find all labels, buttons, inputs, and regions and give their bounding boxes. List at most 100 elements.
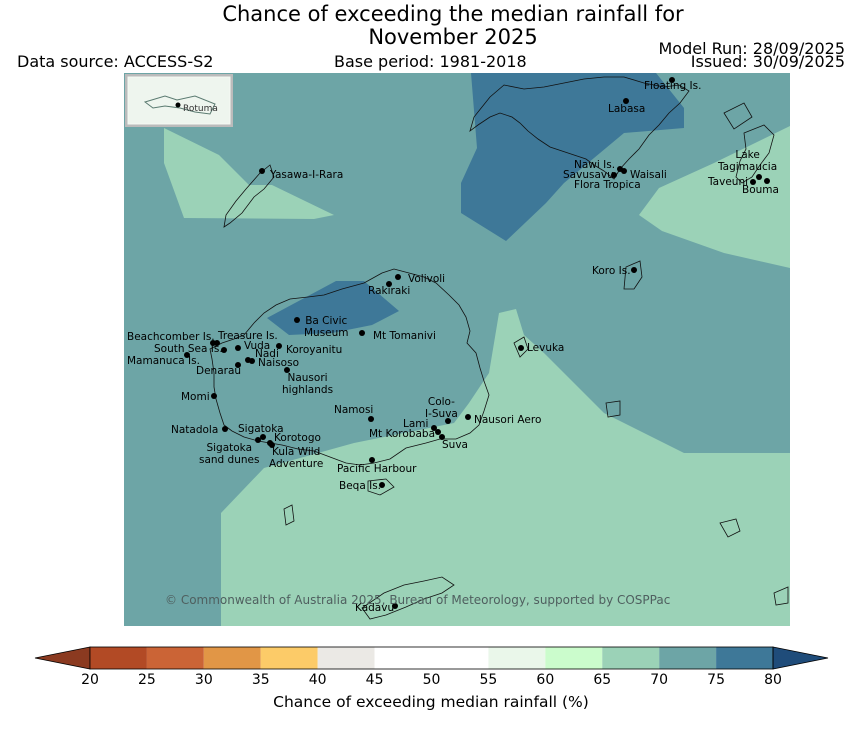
marker-mamanuca-is: [184, 352, 190, 358]
region-65-70-northwest: [164, 128, 334, 219]
eastern-island-coast: [723, 102, 753, 130]
label-koro-is: Koro Is.: [592, 265, 631, 277]
issued-label: Issued: 30/09/2025: [690, 52, 845, 71]
marker-floating-is: [669, 77, 675, 83]
label-south-sea-is: South Sea Is.: [154, 343, 223, 355]
marker-bouma: [764, 178, 770, 184]
label-kula-wild-adventure: Kula Wild Adventure: [269, 446, 324, 470]
colorbar-bin-35-40: [260, 647, 318, 669]
lau-islet-coast: [773, 586, 789, 606]
label-rakiraki: Rakiraki: [368, 285, 411, 297]
label-pacific-harbour: Pacific Harbour: [337, 463, 417, 475]
marker-beqa-is: [379, 482, 385, 488]
colorbar-tick-label: 70: [650, 672, 669, 688]
marker-denarau: [235, 362, 241, 368]
ovalau-coast: [513, 336, 529, 358]
label-momi: Momi: [181, 391, 210, 403]
vanua-levu-coast: [469, 76, 690, 180]
marker-labasa: [623, 98, 629, 104]
rotuma-inset: [125, 74, 233, 127]
coastlines: [209, 76, 789, 620]
place-markers: [184, 77, 770, 609]
marker-nausori-highlands: [284, 367, 290, 373]
label-bouma: Bouma: [742, 184, 779, 196]
label-flora-tropica: Flora Tropica: [574, 179, 641, 191]
marker-lake-tagimaucia: [756, 174, 762, 180]
label-savusavu: Savusavu: [563, 169, 614, 181]
label-treasure-is: Treasure Is.: [218, 330, 278, 342]
label-lami: Lami: [403, 418, 429, 430]
colorbar-tick-label: 30: [194, 672, 213, 688]
viti-levu-coast: [209, 268, 490, 466]
marker-sigatoka: [260, 434, 266, 440]
marker-kula-wild-adventure: [269, 442, 275, 448]
label-colo-i-suva: Colo- I-Suva: [425, 396, 458, 420]
colorbar-bin-20-25: [90, 647, 147, 669]
label-kadavu: Kadavu: [355, 602, 395, 614]
label-labasa: Labasa: [608, 103, 646, 115]
label-sigatoka-sand-dunes: Sigatoka sand dunes: [199, 442, 260, 466]
colorbar-tick-label: 20: [81, 672, 99, 688]
marker-treasure-is: [214, 340, 220, 346]
marker-sigatoka-sand-dunes: [255, 437, 261, 443]
region-65-70-southeast: [221, 309, 790, 626]
label-namosi: Namosi: [334, 404, 374, 416]
marker-kadavu: [392, 603, 398, 609]
colorbar-tick-label: 45: [365, 672, 384, 688]
colorbar-tick-label: 80: [764, 672, 782, 688]
colorbar-over-arrow: [772, 646, 829, 670]
colorbar-bin-45-50: [374, 647, 432, 669]
label-waisali: Waisali: [630, 169, 667, 181]
label-natadola: Natadola: [171, 424, 219, 436]
base-period-label: Base period: 1981-2018: [334, 52, 527, 71]
colorbar-tick-label: 25: [137, 672, 156, 688]
probability-map: [124, 73, 790, 626]
marker-yasawa-i-rara: [259, 168, 265, 174]
marker-koroyanitu: [276, 343, 282, 349]
label-volivoli: Volivoli: [408, 273, 446, 285]
copyright-notice: © Commonwealth of Australia 2025, Bureau…: [165, 593, 671, 607]
region-75-80-north: [461, 73, 684, 241]
colorbar-bin-60-65: [545, 647, 603, 669]
southwest-islet-coast: [283, 504, 295, 526]
colorbar-tick-label: 75: [707, 672, 725, 688]
colorbar-bin-25-30: [146, 647, 204, 669]
marker-lami: [431, 425, 437, 431]
colorbar-tick-label: 60: [536, 672, 555, 688]
map-title-line1: Chance of exceeding the median rainfall …: [222, 2, 684, 26]
marker-rakiraki: [386, 281, 392, 287]
model-run-label: Model Run: 28/09/2025: [658, 39, 846, 58]
colorbar-bin-65-70: [602, 647, 660, 669]
region-65-70-east: [639, 126, 790, 268]
rotuma-label: Rotuma: [183, 104, 218, 114]
marker-mt-korobaba: [435, 429, 441, 435]
rotuma-coast: [143, 95, 216, 115]
label-nadi: Nadi: [255, 348, 279, 360]
beqa-coast: [367, 478, 395, 496]
label-koroyanitu: Koroyanitu: [286, 344, 343, 356]
marker-taveuni: [750, 179, 756, 185]
label-korotogo: Korotogo: [274, 432, 321, 444]
taveuni-coast: [735, 124, 775, 184]
marker-naisoso: [249, 358, 255, 364]
map-title-line2: November 2025: [368, 25, 538, 49]
colorbar-tick-label: 65: [593, 672, 612, 688]
colorbar-bin-30-35: [203, 647, 261, 669]
yasawa-coast: [223, 164, 275, 228]
marker-waisali: [621, 168, 627, 174]
marker-levuka: [518, 345, 524, 351]
label-levuka: Levuka: [527, 342, 565, 354]
data-source-label: Data source: ACCESS-S2: [17, 52, 214, 71]
marker-colo-i-suva: [445, 418, 451, 424]
label-suva: Suva: [442, 439, 468, 451]
colorbar-bin-75-80: [716, 647, 773, 669]
label-floating-is: Floating Is.: [644, 80, 702, 92]
east-islet-coast: [719, 518, 741, 538]
colorbar-tick-label: 50: [422, 672, 441, 688]
colorbar-bin-70-75: [659, 647, 717, 669]
east-islet-2-coast: [605, 400, 621, 418]
marker-natadola: [222, 426, 228, 432]
marker-volivoli: [395, 274, 401, 280]
marker-nausori-aero: [465, 414, 471, 420]
colorbar-tick-label: 55: [479, 672, 498, 688]
